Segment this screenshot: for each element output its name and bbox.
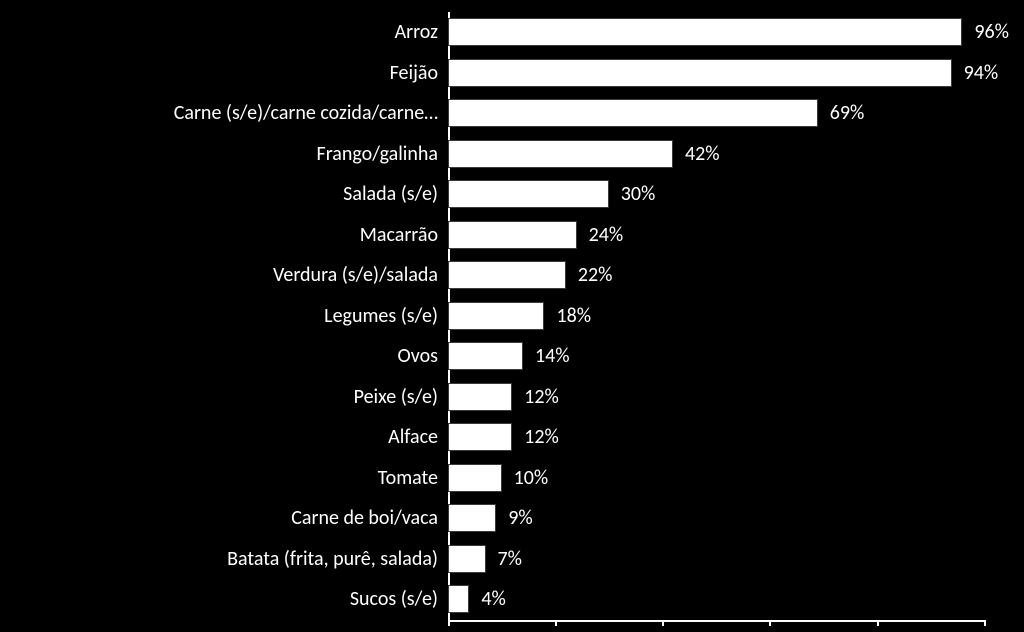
category-label: Salada (s/e) [0,182,448,206]
bar-cell: 94% [448,53,1012,94]
bar [448,585,469,613]
value-label: 4% [481,587,505,611]
bar [448,342,523,370]
category-label: Macarrão [0,223,448,247]
value-label: 94% [964,61,999,85]
bar-cell: 10% [448,458,1012,499]
bar-cell: 7% [448,539,1012,580]
category-label: Frango/galinha [0,142,448,166]
bar [448,99,818,127]
value-label: 96% [974,20,1009,44]
bar [448,59,952,87]
bar [448,423,512,451]
value-label: 14% [535,344,570,368]
bar [448,464,502,492]
category-label: Alface [0,425,448,449]
chart-row: Macarrão 24% [0,215,1012,256]
bar-cell: 22% [448,255,1012,296]
category-label: Carne de boi/vaca [0,506,448,530]
category-label: Carne (s/e)/carne cozida/carne… [0,101,448,125]
chart-row: Salada (s/e) 30% [0,174,1012,215]
category-label: Feijão [0,61,448,85]
bar [448,504,496,532]
x-tick [984,620,986,626]
bar-cell: 24% [448,215,1012,256]
bar-cell: 12% [448,417,1012,458]
category-label: Sucos (s/e) [0,587,448,611]
chart-row: Batata (frita, purê, salada) 7% [0,539,1012,580]
bar-cell: 9% [448,498,1012,539]
bar [448,302,544,330]
value-label: 69% [830,101,865,125]
bar [448,140,673,168]
chart-row: Arroz 96% [0,12,1012,53]
chart-row: Verdura (s/e)/salada 22% [0,255,1012,296]
category-label: Ovos [0,344,448,368]
bar-cell: 30% [448,174,1012,215]
category-label: Tomate [0,466,448,490]
chart-row: Legumes (s/e) 18% [0,296,1012,337]
category-label: Arroz [0,20,448,44]
chart-row: Alface 12% [0,417,1012,458]
value-label: 22% [578,263,613,287]
value-label: 42% [685,142,720,166]
category-label: Verdura (s/e)/salada [0,263,448,287]
chart-row: Peixe (s/e) 12% [0,377,1012,418]
bar-cell: 96% [448,12,1012,53]
category-label: Peixe (s/e) [0,385,448,409]
plot-area: Arroz 96% Feijão 94% Carne (s/e)/carne cozid… [0,12,1012,620]
value-label: 30% [621,182,656,206]
chart-row: Feijão 94% [0,53,1012,94]
category-label: Legumes (s/e) [0,304,448,328]
value-label: 9% [508,506,532,530]
bar-cell: 4% [448,579,1012,620]
bar [448,261,566,289]
bar-chart: Arroz 96% Feijão 94% Carne (s/e)/carne cozid… [0,0,1024,632]
bar-cell: 14% [448,336,1012,377]
value-label: 12% [524,425,559,449]
value-label: 24% [589,223,624,247]
chart-row: Ovos 14% [0,336,1012,377]
bar [448,18,962,46]
chart-row: Carne de boi/vaca 9% [0,498,1012,539]
category-label: Batata (frita, purê, salada) [0,547,448,571]
chart-row: Sucos (s/e) 4% [0,579,1012,620]
x-axis-line [448,620,984,622]
chart-row: Tomate 10% [0,458,1012,499]
chart-row: Carne (s/e)/carne cozida/carne… 69% [0,93,1012,134]
bar [448,545,486,573]
bar-cell: 42% [448,134,1012,175]
bar-cell: 69% [448,93,1012,134]
value-label: 12% [524,385,559,409]
value-label: 10% [514,466,549,490]
bar [448,221,577,249]
bar [448,180,609,208]
value-label: 18% [556,304,591,328]
bar-cell: 18% [448,296,1012,337]
bar-cell: 12% [448,377,1012,418]
bar [448,383,512,411]
chart-row: Frango/galinha 42% [0,134,1012,175]
value-label: 7% [498,547,522,571]
